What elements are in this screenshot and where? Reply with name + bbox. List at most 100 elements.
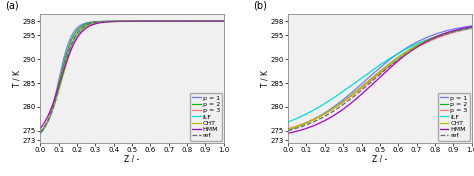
CHT: [411, 46, 417, 48]
p = 1: [359, 82, 365, 84]
Line: HMM: HMM: [288, 27, 472, 133]
ILF: [37, 131, 43, 133]
Line: CHT: CHT: [288, 27, 472, 129]
p = 2: [181, 20, 186, 22]
ref: [164, 20, 169, 22]
ILF: [181, 20, 186, 22]
p = 1: [221, 20, 227, 22]
ILF: [184, 20, 190, 22]
HMM: [184, 20, 190, 22]
ILF: [359, 76, 365, 78]
HMM: [112, 20, 118, 23]
Y-axis label: T / K: T / K: [12, 70, 21, 87]
p = 3: [428, 39, 434, 42]
Line: p = 1: p = 1: [288, 26, 472, 129]
Line: p = 2: p = 2: [40, 21, 224, 133]
ref: [432, 37, 438, 39]
p = 1: [304, 121, 310, 124]
CHT: [184, 20, 190, 22]
p = 3: [432, 38, 438, 40]
p = 2: [112, 20, 118, 22]
ref: [112, 20, 118, 22]
ref: [366, 83, 372, 85]
CHT: [164, 20, 169, 22]
HMM: [181, 20, 186, 22]
ILF: [221, 20, 227, 22]
p = 1: [112, 20, 118, 22]
CHT: [118, 20, 124, 22]
p = 1: [428, 35, 434, 37]
Line: ref: ref: [288, 28, 472, 131]
X-axis label: Z / -: Z / -: [372, 154, 388, 163]
ILF: [304, 113, 310, 115]
ref: [469, 27, 474, 29]
HMM: [56, 84, 62, 86]
ILF: [432, 36, 438, 38]
ref: [118, 20, 124, 22]
p = 2: [304, 122, 310, 124]
HMM: [366, 86, 372, 89]
Line: ILF: ILF: [40, 21, 224, 132]
Legend: p = 1, p = 2, p = 3, ILF, CHT, HMM, ref: p = 1, p = 2, p = 3, ILF, CHT, HMM, ref: [190, 93, 222, 141]
CHT: [432, 36, 438, 38]
ILF: [366, 72, 372, 74]
Y-axis label: T / K: T / K: [260, 70, 269, 87]
p = 3: [285, 128, 291, 130]
HMM: [432, 36, 438, 39]
ref: [304, 124, 310, 126]
p = 2: [118, 20, 124, 22]
Line: ILF: ILF: [288, 28, 472, 122]
p = 2: [37, 132, 43, 134]
ref: [181, 20, 186, 22]
p = 2: [184, 20, 190, 22]
Text: (a): (a): [5, 0, 19, 10]
p = 1: [366, 76, 372, 78]
HMM: [164, 20, 169, 22]
p = 1: [56, 78, 62, 80]
ref: [37, 131, 43, 133]
HMM: [118, 20, 124, 22]
CHT: [304, 122, 310, 124]
ref: [285, 130, 291, 132]
ILF: [469, 27, 474, 29]
CHT: [221, 20, 227, 22]
p = 1: [181, 20, 186, 22]
CHT: [37, 130, 43, 133]
p = 1: [164, 20, 169, 22]
ILF: [285, 121, 291, 123]
ILF: [56, 88, 62, 90]
Line: p = 3: p = 3: [288, 28, 472, 129]
p = 1: [411, 42, 417, 45]
p = 2: [56, 82, 62, 84]
p = 1: [118, 20, 124, 22]
HMM: [469, 26, 474, 28]
p = 3: [221, 20, 227, 22]
HMM: [37, 127, 43, 129]
p = 2: [285, 128, 291, 130]
p = 3: [181, 20, 186, 22]
CHT: [112, 20, 118, 23]
CHT: [428, 37, 434, 40]
p = 2: [432, 36, 438, 38]
X-axis label: Z / -: Z / -: [124, 154, 140, 163]
p = 3: [359, 86, 365, 89]
p = 2: [428, 37, 434, 40]
HMM: [221, 20, 227, 22]
Line: p = 3: p = 3: [40, 21, 224, 132]
ILF: [118, 20, 124, 22]
p = 3: [469, 27, 474, 29]
p = 2: [411, 46, 417, 48]
Line: p = 2: p = 2: [288, 27, 472, 129]
p = 3: [56, 85, 62, 87]
p = 2: [164, 20, 169, 22]
HMM: [304, 127, 310, 129]
p = 2: [366, 80, 372, 82]
p = 3: [112, 20, 118, 22]
ref: [56, 85, 62, 87]
p = 2: [359, 85, 365, 87]
HMM: [411, 48, 417, 50]
Line: ref: ref: [40, 21, 224, 132]
CHT: [285, 128, 291, 130]
p = 1: [285, 128, 291, 130]
ILF: [112, 20, 118, 22]
